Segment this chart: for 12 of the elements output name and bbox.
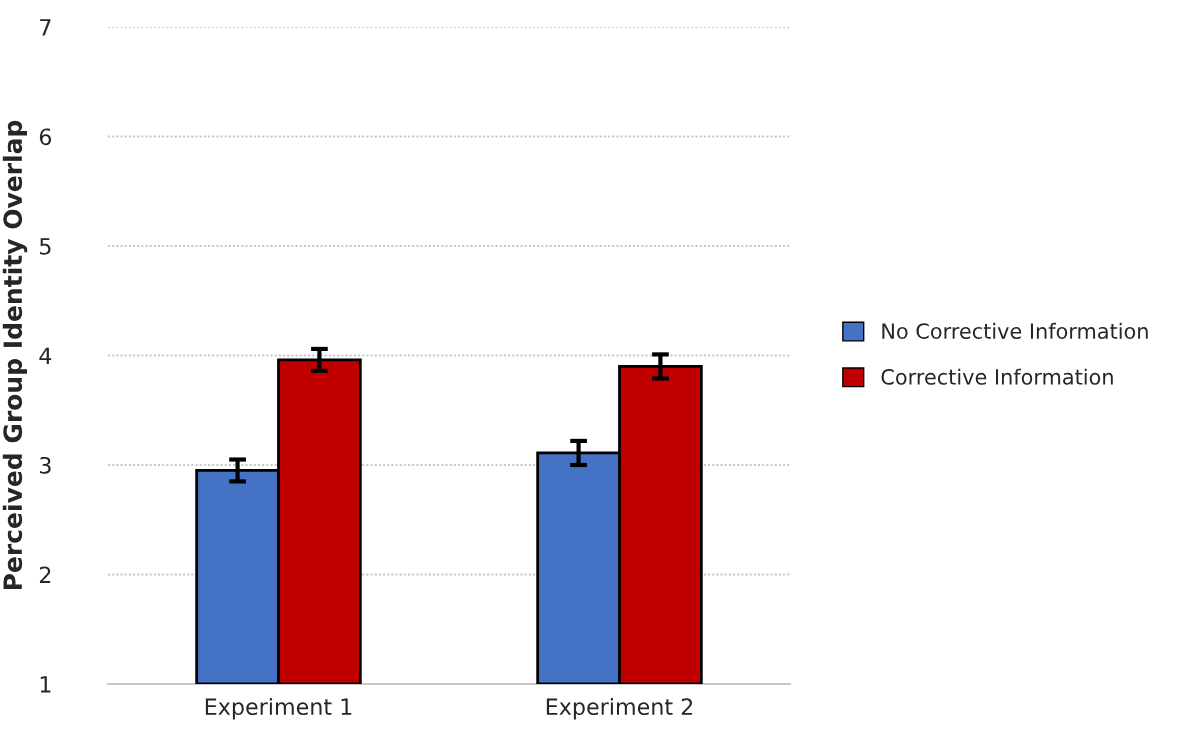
- y-tick-label: 1: [40, 676, 51, 693]
- y-tick-label: 2: [39, 566, 51, 583]
- legend-label: No Corrective Information: [882, 322, 1148, 339]
- y-tick-label: 5: [40, 238, 51, 255]
- y-tick-label: 4: [39, 347, 52, 364]
- legend-label: Corrective Information: [881, 368, 1113, 385]
- y-axis-title: Perceived Group Identity Overlap: [2, 120, 28, 590]
- x-tick-label: Experiment 2: [546, 697, 693, 720]
- y-tick-label: 3: [40, 456, 51, 474]
- y-tick-label: 6: [39, 128, 52, 146]
- x-tick-label: Experiment 1: [205, 697, 352, 720]
- y-tick-label: 7: [40, 19, 51, 36]
